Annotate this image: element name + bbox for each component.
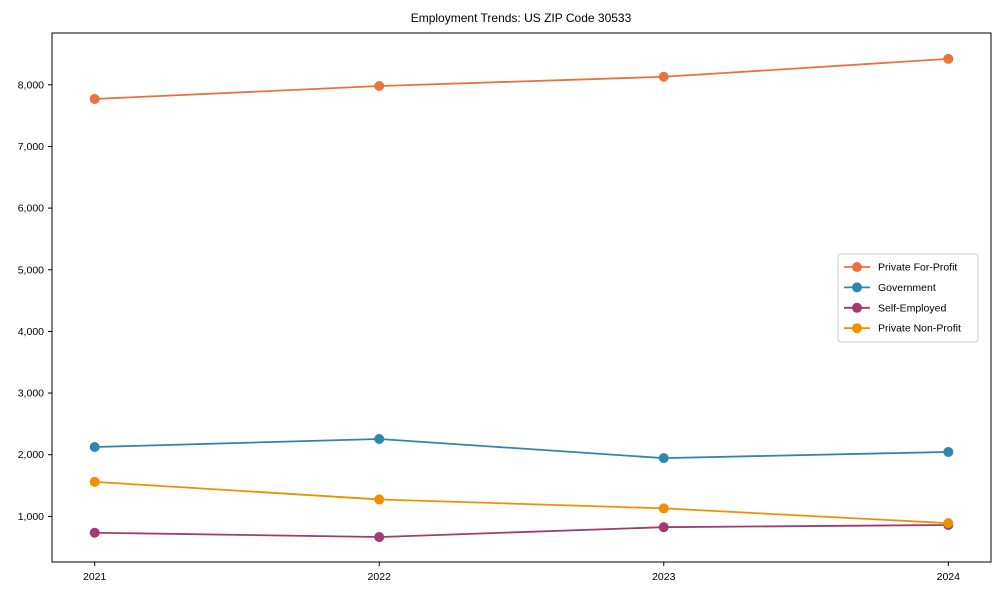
data-point-self-employed	[89, 527, 100, 538]
y-axis-tick-label: 8,000	[18, 79, 44, 91]
series-line-government	[94, 438, 949, 460]
data-point-government	[943, 446, 954, 457]
y-axis-tick-label: 5,000	[18, 264, 44, 276]
plot-border	[51, 32, 992, 563]
data-point-private-for-profit	[89, 93, 100, 104]
y-axis-tick-label: 1,000	[18, 511, 44, 523]
y-axis-tick-label: 2,000	[18, 449, 44, 461]
legend-marker-dot	[852, 262, 862, 272]
legend-marker-dot	[852, 282, 862, 293]
series-line-self-employed	[94, 524, 949, 538]
series-line-private-for-profit	[94, 57, 949, 100]
legend-label: Self-Employed	[878, 302, 946, 314]
data-point-private-for-profit	[374, 81, 385, 92]
data-point-private-for-profit	[943, 53, 954, 64]
data-point-self-employed	[374, 532, 385, 543]
data-point-self-employed	[658, 522, 669, 533]
legend-label: Private Non-Profit	[878, 323, 961, 335]
data-point-private-for-profit	[658, 71, 669, 82]
x-axis-tick-label: 2023	[652, 571, 676, 583]
data-point-private-non-profit	[658, 503, 669, 514]
y-axis-tick-label: 6,000	[18, 203, 44, 215]
data-point-private-non-profit	[89, 476, 100, 487]
x-axis-tick-label: 2021	[83, 571, 107, 583]
legend-marker-dot	[852, 302, 862, 313]
data-point-government	[89, 442, 100, 453]
data-point-private-non-profit	[943, 518, 954, 529]
legend-label: Private For-Profit	[878, 262, 957, 274]
x-axis-tick-label: 2022	[368, 571, 392, 583]
y-axis-tick-label: 7,000	[18, 141, 44, 153]
chart-title: Employment Trends: US ZIP Code 30533	[411, 11, 632, 25]
y-axis-tick-label: 3,000	[18, 388, 44, 400]
legend-marker-dot	[852, 323, 862, 334]
data-point-government	[374, 433, 385, 444]
x-axis-tick-label: 2024	[937, 571, 961, 583]
legend-box	[837, 253, 979, 343]
data-point-private-non-profit	[374, 494, 385, 505]
series-line-private-non-profit	[94, 480, 949, 525]
legend-label: Government	[878, 282, 936, 294]
data-point-government	[658, 453, 669, 464]
y-axis-tick-label: 4,000	[18, 326, 44, 338]
